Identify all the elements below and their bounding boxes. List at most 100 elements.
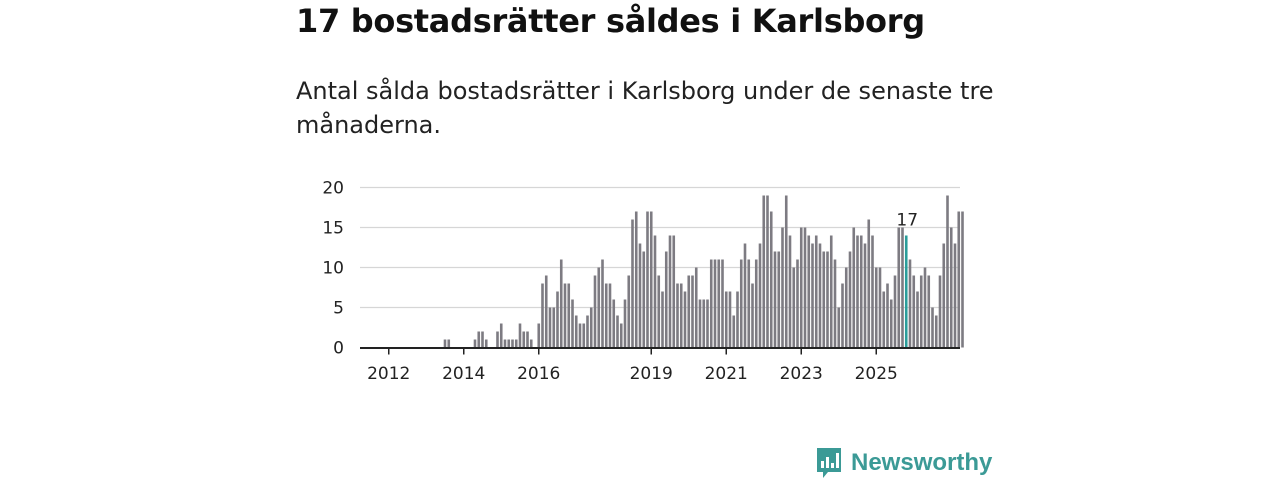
bar: [919, 275, 923, 348]
bar: [657, 275, 661, 348]
bar: [931, 307, 934, 348]
bar: [597, 267, 601, 348]
bar: [529, 339, 533, 348]
bar: [751, 283, 754, 348]
bar: [784, 195, 788, 348]
bar: [848, 251, 852, 348]
bar: [706, 299, 709, 348]
x-tick-label: 2025: [855, 364, 898, 384]
bar: [589, 307, 593, 348]
bar: [826, 251, 829, 348]
bar: [736, 291, 739, 348]
bar-chart: 0 5 10 15 20 2012 2014 2016 2019 2021 2023 2025 17: [322, 179, 964, 384]
bar: [702, 299, 706, 348]
x-tick-label: 2021: [705, 364, 748, 384]
bar: [616, 315, 619, 348]
bar: [709, 259, 713, 348]
bar: [766, 195, 769, 348]
highlight-data-label: 17: [896, 211, 918, 231]
bar: [541, 283, 544, 348]
bar: [874, 267, 878, 348]
bar: [934, 315, 938, 348]
x-tick-label: 2012: [367, 364, 410, 384]
bar: [807, 235, 811, 348]
bar: [698, 299, 702, 348]
bar: [961, 211, 964, 348]
bar: [679, 283, 683, 348]
bar: [724, 291, 728, 348]
bar: [908, 259, 912, 348]
bar: [691, 275, 694, 348]
bar: [852, 227, 856, 348]
bar: [893, 275, 897, 348]
bar: [814, 235, 818, 348]
bar: [571, 299, 574, 348]
bar: [514, 339, 518, 348]
bar: [683, 291, 687, 348]
bar: [769, 211, 773, 348]
bar: [871, 235, 874, 348]
bar: [938, 275, 942, 348]
bar: [788, 235, 792, 348]
bar: [844, 267, 848, 348]
bar: [631, 219, 634, 348]
y-tick-label: 20: [322, 179, 344, 199]
bar: [803, 227, 807, 348]
x-tick-label: 2023: [780, 364, 823, 384]
bar: [799, 227, 803, 348]
bar: [841, 283, 844, 348]
bar: [578, 323, 582, 348]
bar: [499, 323, 503, 348]
bar: [507, 339, 511, 348]
bar: [627, 275, 631, 348]
y-tick-label: 15: [322, 219, 344, 239]
bar: [661, 291, 664, 348]
bar: [739, 259, 743, 348]
bar: [856, 235, 859, 348]
bar: [672, 235, 676, 348]
bar: [833, 259, 837, 348]
bar: [949, 227, 953, 348]
bar: [889, 299, 893, 348]
bar: [743, 243, 747, 348]
x-tick-label: 2014: [442, 364, 485, 384]
bar: [878, 267, 882, 348]
bar: [612, 299, 616, 348]
bar: [518, 323, 522, 348]
y-tick-label: 0: [333, 339, 344, 359]
bar: [586, 315, 589, 348]
bar: [897, 227, 901, 348]
bar: [511, 339, 514, 348]
bar: [548, 307, 552, 348]
bar: [912, 275, 916, 348]
bar: [713, 259, 717, 348]
y-tick-label: 5: [333, 299, 344, 319]
bar: [619, 323, 623, 348]
chart-title: 17 bostadsrätter såldes i Karlsborg: [296, 2, 925, 40]
bar: [946, 195, 949, 348]
bar: [859, 235, 863, 348]
brand-logo[interactable]: Newsworthy: [815, 446, 992, 480]
bar: [721, 259, 724, 348]
x-tick-label: 2016: [517, 364, 560, 384]
bar: [758, 243, 762, 348]
bar: [882, 291, 886, 348]
bar: [473, 339, 477, 348]
bar: [634, 211, 638, 348]
bar: [593, 275, 597, 348]
bar: [526, 331, 529, 348]
x-tick-label: 2019: [630, 364, 673, 384]
bar: [447, 339, 451, 348]
bar: [567, 283, 571, 348]
chart-subtitle: Antal sålda bostadsrätter i Karlsborg un…: [296, 77, 994, 139]
bar: [747, 259, 751, 348]
bar: [443, 339, 447, 348]
bar: [649, 211, 653, 348]
bar: [537, 323, 541, 348]
bar: [642, 251, 646, 348]
bar: [792, 267, 796, 348]
bar: [829, 235, 833, 348]
bar: [481, 331, 484, 348]
bar: [559, 259, 563, 348]
bar: [754, 259, 758, 348]
